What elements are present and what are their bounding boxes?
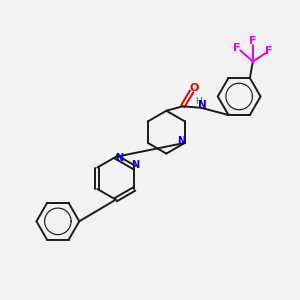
Text: F: F	[233, 43, 241, 53]
Text: N: N	[177, 136, 185, 146]
Text: O: O	[190, 83, 199, 93]
Text: N: N	[115, 153, 123, 163]
Text: N: N	[198, 100, 207, 110]
Text: F: F	[249, 36, 256, 46]
Text: N: N	[131, 160, 139, 170]
Text: F: F	[266, 46, 273, 56]
Text: H: H	[195, 97, 202, 106]
